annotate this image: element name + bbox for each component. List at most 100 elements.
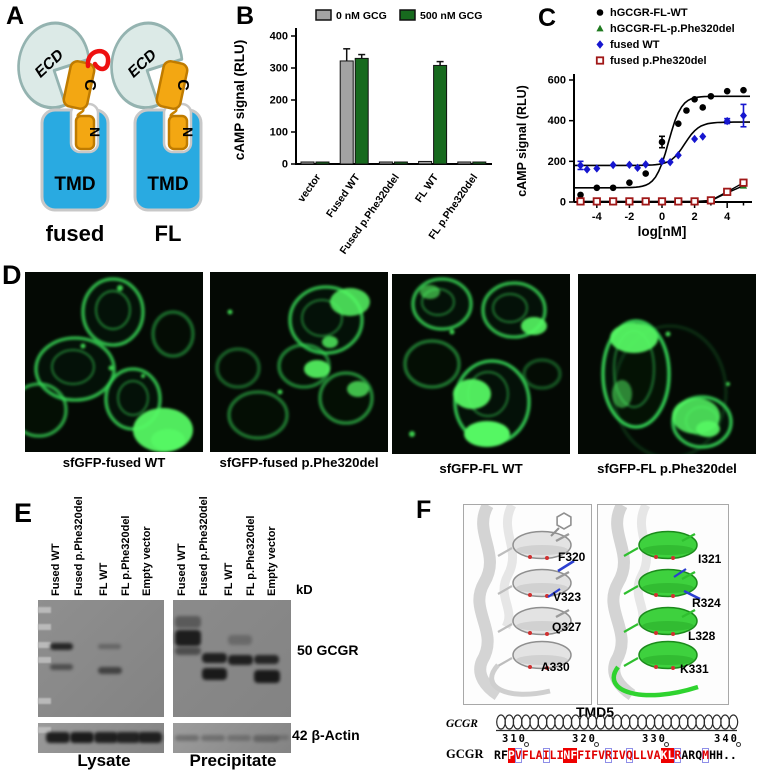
sidechain-stick: [681, 570, 696, 581]
background-ribbon: [473, 505, 502, 700]
sequence-residue: L: [632, 748, 640, 762]
lane-label: Fused WT: [176, 543, 188, 596]
b-ytick-label: 100: [270, 127, 288, 139]
c-legend-label: fused p.Phe320del: [610, 55, 707, 67]
b-ytick-label: 0: [282, 159, 288, 171]
coil-loop: [595, 714, 606, 730]
oxygen-atom: [545, 556, 549, 560]
c-point: [595, 56, 605, 65]
fluorescent-spot: [227, 309, 233, 315]
c-point: [641, 197, 650, 206]
coil-loop: [579, 714, 589, 730]
c-point: [699, 104, 707, 111]
c-point: [596, 40, 604, 49]
c-xtick-label: 0: [659, 211, 665, 223]
n-label: N: [180, 127, 196, 137]
protein-band: [94, 732, 118, 743]
sequence-residue: I: [542, 748, 550, 762]
sequence-residue: H: [709, 748, 716, 762]
c-y-axis-title: cAMP signal (RLU): [515, 85, 529, 197]
protein-band: [175, 616, 201, 628]
b-legend-swatch: [399, 9, 416, 21]
coil-loop: [662, 714, 672, 730]
c-point: [609, 184, 617, 192]
coil-loop: [637, 714, 648, 730]
sidechain-stick: [497, 623, 513, 633]
gcgr-lysate-blot: [38, 600, 164, 717]
nucleus-outline: [50, 348, 96, 386]
protein-band: [227, 735, 251, 741]
nucleus-outline: [94, 289, 132, 331]
b-x-category-label: FL WT: [413, 171, 441, 204]
micrograph-image: [392, 274, 570, 454]
helix-shade: [516, 655, 568, 665]
panel-c-label: C: [538, 4, 557, 32]
coil-loop: [678, 714, 689, 730]
figure-shape: [155, 60, 189, 110]
sidechain-stick: [555, 570, 570, 581]
sidechain-stick: [623, 547, 639, 557]
residue-label: L328: [688, 629, 716, 643]
construct-name: FL: [155, 221, 182, 246]
oxygen-atom: [545, 666, 549, 670]
marker-band: [38, 698, 51, 704]
coil-loop: [695, 714, 706, 730]
sequence-residue: Q: [695, 748, 703, 762]
c-point: [674, 120, 682, 128]
sequence-residue: M: [702, 748, 710, 762]
c-xtick-label: -2: [625, 211, 635, 223]
helix-shade: [642, 583, 694, 593]
sidechain-stick: [497, 657, 513, 667]
residue-label: I321: [698, 552, 722, 566]
residue-label: R324: [692, 596, 721, 610]
bright-fluorescence: [453, 379, 491, 409]
lane-label: Fused WT: [50, 543, 62, 596]
sequence-residue: L: [528, 748, 536, 762]
bright-fluorescence: [420, 285, 440, 299]
alignment-coil-row-label: GCGR: [446, 718, 478, 730]
bright-fluorescence: [464, 421, 510, 447]
coil-loop: [628, 714, 639, 730]
protein-band: [228, 655, 253, 665]
micrograph-caption: sfGFP-fused p.Phe320del: [219, 455, 379, 470]
nitrogen-stick: [547, 588, 561, 598]
sidechain-stick: [623, 623, 639, 633]
coil-loop: [670, 714, 681, 730]
c-point: [583, 165, 591, 174]
gcgr-precipitate-blot: [173, 600, 291, 717]
fluorescent-spot: [108, 365, 114, 371]
protein-band: [228, 635, 252, 645]
c-point: [596, 24, 604, 32]
c-point: [739, 111, 747, 120]
ecd-shape: [17, 21, 91, 110]
c-ytick-label: 400: [548, 115, 566, 127]
oxygen-atom: [671, 556, 675, 560]
coil-loop: [554, 714, 564, 730]
protein-band: [46, 732, 70, 743]
b-legend-swatch: [315, 9, 332, 21]
bright-fluorescence: [696, 421, 720, 437]
oxygen-atom: [545, 632, 549, 636]
c-point: [626, 179, 633, 186]
b-bar: [457, 161, 472, 165]
protein-band: [70, 732, 94, 743]
c-ytick-label: 600: [548, 75, 566, 87]
sidechain-stick: [623, 657, 639, 667]
sidechain-stick: [497, 585, 513, 595]
cell-outline: [81, 277, 145, 347]
n-domain: [167, 114, 189, 151]
panel-d-label: D: [2, 260, 22, 290]
sequence-residue: R: [674, 748, 682, 762]
gcgr-band-label: 50 GCGR: [297, 642, 359, 658]
micrograph-image: [578, 274, 756, 454]
residue-label: Q327: [552, 620, 582, 634]
sequence-residue: R: [688, 748, 696, 762]
loop-ribbon: [489, 663, 551, 697]
cell-outline: [522, 358, 562, 390]
c-point: [577, 161, 585, 170]
c-legend-label: hGCGR-FL-p.Phe320del: [610, 23, 735, 35]
bright-fluorescence: [322, 336, 338, 348]
oxygen-atom: [654, 631, 658, 635]
coil-loop: [603, 714, 614, 730]
